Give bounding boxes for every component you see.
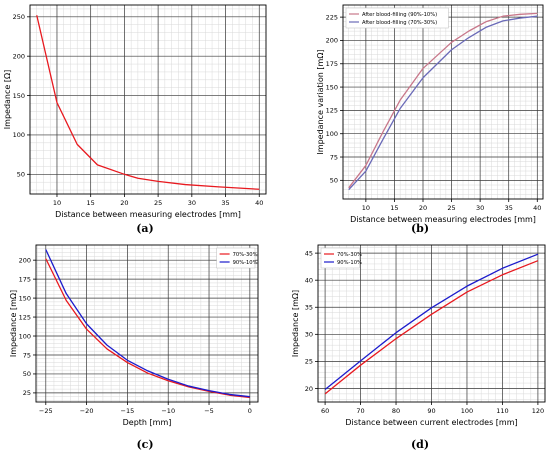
- legend-entry: 90%-10%: [233, 260, 258, 266]
- x-tick-label: 10: [53, 199, 61, 207]
- legend: 70%-30% 90%-10%: [216, 247, 258, 269]
- y-tick-label: 150: [326, 83, 338, 91]
- y-tick-label: 150: [13, 92, 25, 100]
- x-tick-label: 0: [248, 407, 252, 415]
- x-axis-label: Distance between current electrodes [mm]: [345, 418, 517, 427]
- series-line-0: [45, 258, 250, 399]
- series-line-1: [348, 15, 538, 191]
- series-line-1: [324, 253, 539, 391]
- legend-box: [320, 247, 360, 269]
- y-tick-label: 45: [305, 249, 313, 257]
- x-tick-label: 70: [356, 407, 364, 415]
- chart-3: 60 70 80 90 100 110 120 20 25 30 35 40 45 Distance be…: [291, 244, 546, 427]
- plot-frame: [342, 4, 544, 200]
- y-tick-label: 100: [13, 131, 25, 139]
- y-tick-label: 20: [305, 385, 313, 393]
- x-tick-label: 120: [532, 407, 544, 415]
- y-tick-label: 25: [23, 389, 31, 397]
- x-axis-label: Distance between measuring electrodes [m…: [55, 210, 241, 219]
- y-tick-label: 75: [23, 351, 31, 359]
- y-tick-label: 40: [305, 276, 313, 284]
- x-tick-label: −10: [161, 407, 175, 415]
- x-tick-label: 35: [505, 204, 513, 212]
- y-tick-label: 250: [13, 13, 25, 21]
- y-axis-label: Impedance [mΩ]: [9, 290, 18, 357]
- x-tick-label: 30: [476, 204, 484, 212]
- series-line-0: [348, 12, 538, 189]
- legend-entry: 70%-30%: [233, 252, 258, 258]
- caption-c: (c): [136, 438, 154, 451]
- x-tick-label: −15: [121, 407, 135, 415]
- x-tick-label: −20: [80, 407, 94, 415]
- y-tick-label: 75: [330, 153, 338, 161]
- legend-entry: 70%-30%: [337, 252, 362, 258]
- chart-0: 10 15 20 25 30 35 40 50 100 150 200 250 Distance bet…: [3, 4, 267, 219]
- legend-entry: 90%-10%: [337, 260, 362, 266]
- y-tick-label: 50: [330, 177, 338, 185]
- y-axis-label: Impedance [mΩ]: [291, 290, 300, 357]
- x-tick-label: 100: [461, 407, 473, 415]
- legend-entry: After blood-filling (90%-10%): [362, 12, 437, 18]
- x-axis-label: Depth [mm]: [123, 418, 172, 427]
- x-tick-label: 110: [496, 407, 508, 415]
- series-line-1: [45, 249, 250, 398]
- y-tick-label: 200: [19, 256, 31, 264]
- y-tick-label: 200: [326, 37, 338, 45]
- series-line-0: [324, 260, 539, 395]
- x-tick-label: 40: [255, 199, 263, 207]
- x-tick-label: 30: [188, 199, 196, 207]
- x-tick-label: 80: [392, 407, 400, 415]
- y-tick-label: 30: [305, 331, 313, 339]
- x-tick-label: 25: [447, 204, 455, 212]
- y-axis-label: Impedance variation [mΩ]: [316, 49, 325, 154]
- plot-frame: [35, 244, 259, 403]
- caption-d: (d): [410, 438, 430, 451]
- legend-entry: After blood-filling (70%-30%): [362, 20, 437, 26]
- caption-a: (a): [136, 222, 154, 235]
- x-tick-label: 60: [321, 407, 329, 415]
- caption-b: (b): [410, 222, 430, 235]
- x-tick-label: 10: [362, 204, 370, 212]
- y-axis-label: Impedance [Ω]: [3, 70, 12, 129]
- y-tick-label: 50: [23, 370, 31, 378]
- y-tick-label: 35: [305, 304, 313, 312]
- x-tick-label: 90: [427, 407, 435, 415]
- plot-frame: [29, 4, 267, 195]
- y-tick-label: 100: [326, 130, 338, 138]
- y-tick-label: 125: [19, 313, 31, 321]
- y-tick-label: 175: [326, 60, 338, 68]
- legend-box: [345, 7, 449, 29]
- legend: After blood-filling (90%-10%) After blood…: [345, 7, 449, 29]
- x-tick-label: 20: [419, 204, 427, 212]
- y-tick-label: 150: [19, 294, 31, 302]
- chart-2: −25 −20 −15 −10 −5 0 25 50 75 100 125 150 175 200 Dept…: [9, 244, 259, 427]
- y-tick-label: 125: [326, 107, 338, 115]
- y-tick-label: 200: [13, 52, 25, 60]
- y-tick-label: 50: [17, 171, 25, 179]
- series-line-0: [36, 15, 260, 190]
- x-axis-label: Distance between measuring electrodes [m…: [350, 215, 536, 224]
- chart-1: 10 15 20 25 30 35 40 50 75 100 125 150 175 200 225 Dist…: [316, 4, 544, 224]
- y-tick-label: 225: [326, 13, 338, 21]
- x-tick-label: 35: [221, 199, 229, 207]
- x-tick-label: 15: [390, 204, 398, 212]
- y-tick-label: 100: [19, 332, 31, 340]
- y-tick-label: 25: [305, 358, 313, 366]
- legend-box: [216, 247, 256, 269]
- x-tick-label: −25: [39, 407, 53, 415]
- x-tick-label: 15: [87, 199, 95, 207]
- x-tick-label: 40: [533, 204, 541, 212]
- x-tick-label: 25: [154, 199, 162, 207]
- legend: 70%-30% 90%-10%: [320, 247, 362, 269]
- x-tick-label: −5: [204, 407, 214, 415]
- y-tick-label: 175: [19, 275, 31, 283]
- x-tick-label: 20: [120, 199, 128, 207]
